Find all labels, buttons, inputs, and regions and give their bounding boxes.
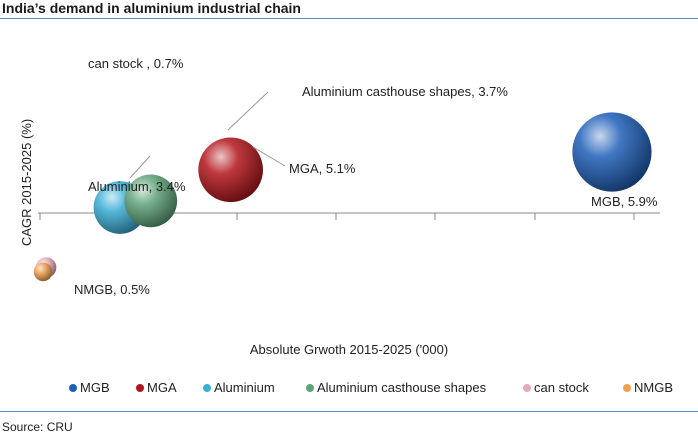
chart-title: India’s demand in aluminium industrial c… [2, 0, 301, 16]
x-axis-title: Absolute Grwoth 2015-2025 ('000) [250, 342, 448, 357]
legend-marker-aluminium [203, 384, 211, 392]
top-rule [0, 18, 698, 19]
bottom-rule [0, 411, 698, 412]
leader-line-casthouse [227, 91, 269, 131]
legend-marker-can-stock [523, 384, 531, 392]
legend-label-casthouse: Aluminium casthouse shapes [317, 380, 487, 395]
data-label-nmgb: NMGB, 0.5% [74, 282, 150, 297]
leader-line-aluminium [129, 155, 151, 179]
legend-label-mga: MGA [147, 380, 177, 395]
legend-marker-mga [136, 384, 144, 392]
data-label-mga: MGA, 5.1% [289, 161, 356, 176]
legend-label-aluminium: Aluminium [214, 380, 275, 395]
bubble-chart: CAGR 2015-2025 (%) Absolute Grwoth 2015-… [19, 56, 673, 395]
legend-label-can-stock: can stock [534, 380, 589, 395]
legend-marker-casthouse [306, 384, 314, 392]
leader-line-mga [252, 146, 286, 167]
bubble-nmgb [33, 262, 53, 282]
legend-marker-nmgb [623, 384, 631, 392]
data-label-can-stock: can stock , 0.7% [88, 56, 184, 71]
y-axis-title: CAGR 2015-2025 (%) [19, 119, 34, 246]
bubble-aluminium-casthouse-shapes [124, 174, 178, 228]
data-label-casthouse: Aluminium casthouse shapes, 3.7% [302, 84, 508, 99]
source-note: Source: CRU [2, 420, 73, 434]
legend-label-mgb: MGB [80, 380, 110, 395]
bubble-mga [198, 137, 263, 203]
legend-marker-mgb [69, 384, 77, 392]
legend: MGB MGA Aluminium Aluminium casthouse sh… [69, 380, 673, 395]
data-label-mgb: MGB, 5.9% [591, 194, 658, 209]
bubble-mgb [572, 112, 652, 192]
data-label-aluminium: Aluminium, 3.4% [88, 179, 186, 194]
legend-label-nmgb: NMGB [634, 380, 673, 395]
